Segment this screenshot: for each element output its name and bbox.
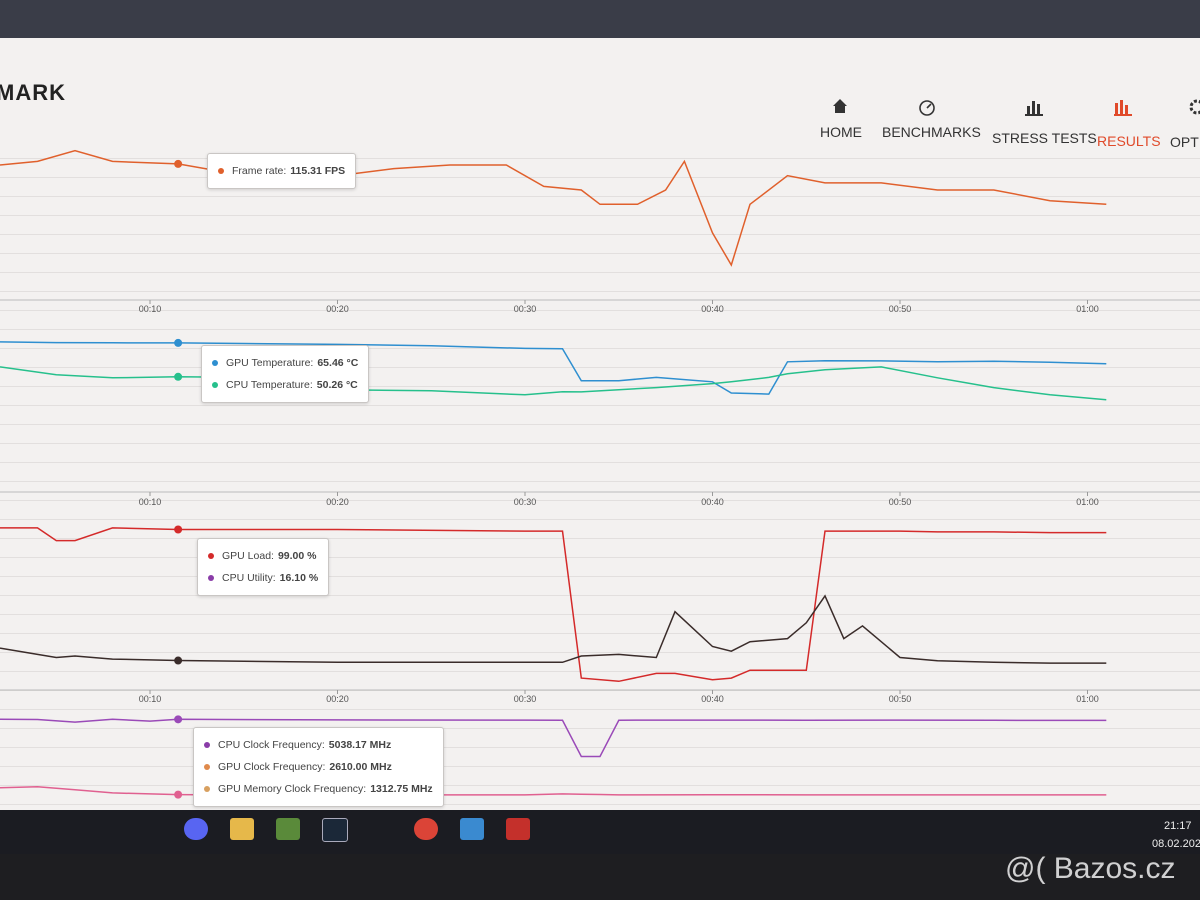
cursor-point: [174, 338, 183, 347]
taskbar: [0, 810, 1200, 854]
tooltip: GPU Temperature: 65.46 °C CPU Temperature:…: [201, 345, 370, 403]
home-icon: [833, 99, 847, 113]
tooltip-value: 5038.17 MHz: [328, 739, 392, 751]
tooltip-dot: [212, 360, 218, 367]
tooltip-value: 50.26 °C: [316, 379, 358, 391]
nav-item[interactable]: HOME: [820, 124, 862, 140]
nav-item[interactable]: RESULTS: [1097, 133, 1161, 149]
x-tick-label: 00:30: [514, 694, 537, 704]
series-line: [0, 527, 1107, 683]
x-tick-label: 00:20: [326, 694, 349, 704]
taskbar-icon[interactable]: [184, 818, 208, 840]
tooltip: Frame rate: 115.31 FPS: [207, 153, 357, 189]
cursor-point: [174, 159, 183, 168]
taskbar-icon[interactable]: [506, 818, 530, 840]
tooltip-label: CPU Temperature:: [226, 379, 313, 391]
series-line: [0, 786, 1107, 796]
x-tick-label: 00:50: [889, 694, 912, 704]
x-tick-label: 00:20: [326, 304, 349, 314]
watermark: @( Bazos.cz: [1005, 852, 1176, 885]
nav-item[interactable]: BENCHMARKS: [882, 124, 981, 140]
taskbar-icon[interactable]: [276, 818, 300, 840]
tooltip-label: GPU Memory Clock Frequency:: [218, 783, 367, 795]
tooltip-dot: [208, 575, 214, 582]
tooltip-dot: [204, 742, 210, 749]
tooltip-row: CPU Utility: 16.10 %: [208, 567, 318, 589]
results-icon: [1114, 100, 1132, 116]
tooltip-row: GPU Load: 99.00 %: [208, 545, 318, 567]
tooltip-label: GPU Clock Frequency:: [218, 761, 326, 773]
x-tick-label: 00:40: [701, 304, 724, 314]
cursor-point: [174, 525, 183, 534]
tooltip-row: GPU Clock Frequency: 2610.00 MHz: [204, 756, 433, 778]
taskbar-icon[interactable]: [230, 818, 254, 840]
tooltip-row: GPU Memory Clock Frequency: 1312.75 MHz: [204, 778, 433, 800]
cursor-point: [174, 656, 183, 665]
clock-date: 08.02.202: [1152, 838, 1200, 850]
tooltip-row: GPU Temperature: 65.46 °C: [212, 352, 358, 374]
series-line: [0, 341, 1107, 395]
tooltip-dot: [204, 786, 210, 793]
stress-tests-icon: [1025, 101, 1043, 116]
tooltip-label: CPU Utility:: [222, 572, 276, 584]
tooltip-dot: [218, 168, 224, 175]
x-tick-label: 00:40: [701, 497, 724, 507]
series-line: [0, 594, 1107, 664]
tooltip: CPU Clock Frequency: 5038.17 MHz GPU Clock…: [193, 727, 444, 807]
tooltip-dot: [208, 553, 214, 560]
plot-background: [0, 140, 1200, 810]
tooltip-value: 16.10 %: [279, 572, 319, 584]
x-tick-label: 00:50: [889, 304, 912, 314]
nav-item[interactable]: STRESS TESTS: [992, 130, 1097, 146]
cursor-point: [174, 715, 183, 724]
tooltip-dot: [212, 382, 218, 389]
tooltip-value: 65.46 °C: [317, 357, 359, 369]
x-tick-label: 00:50: [889, 497, 912, 507]
tooltip: GPU Load: 99.00 % CPU Utility: 16.10 %: [197, 538, 330, 596]
cursor-point: [174, 372, 183, 381]
tooltip-label: Frame rate:: [232, 165, 287, 177]
tooltip-row: CPU Temperature: 50.26 °C: [212, 374, 358, 396]
series-line: [0, 149, 1107, 267]
x-tick-label: 00:10: [139, 304, 162, 314]
nav-item[interactable]: OPTI: [1170, 134, 1200, 150]
series-line: [0, 718, 1107, 758]
x-tick-label: 00:40: [701, 694, 724, 704]
tooltip-value: 1312.75 MHz: [370, 783, 433, 795]
tooltip-label: GPU Load:: [222, 550, 274, 562]
clock-time: 21:17: [1164, 820, 1192, 832]
tooltip-label: CPU Clock Frequency:: [218, 739, 325, 751]
tooltip-value: 115.31 FPS: [290, 165, 346, 177]
charts: 00:10 00:20 00:30 00:40 00:50 01:00 00:10 00:20…: [0, 149, 1200, 799]
cursor-point: [174, 790, 183, 799]
x-tick-label: 01:00: [1076, 304, 1099, 314]
options-icon: [1189, 99, 1200, 115]
taskbar-icon[interactable]: [414, 818, 438, 840]
tooltip-value: 2610.00 MHz: [329, 761, 392, 773]
monitor-bezel: [0, 854, 1200, 900]
x-tick-label: 00:10: [139, 694, 162, 704]
tooltip-dot: [204, 764, 210, 771]
x-tick-label: 00:20: [326, 497, 349, 507]
x-tick-label: 00:30: [514, 304, 537, 314]
x-tick-label: 00:10: [139, 497, 162, 507]
taskbar-icon[interactable]: [322, 818, 348, 842]
x-tick-label: 01:00: [1076, 497, 1099, 507]
x-tick-label: 00:30: [514, 497, 537, 507]
tooltip-label: GPU Temperature:: [226, 357, 314, 369]
tooltip-value: 99.00 %: [277, 550, 317, 562]
logo: MARK: [0, 80, 66, 105]
taskbar-icon[interactable]: [460, 818, 484, 840]
x-tick-label: 01:00: [1076, 694, 1099, 704]
benchmarks-icon: [919, 100, 935, 116]
series-line: [0, 366, 1107, 401]
tooltip-row: CPU Clock Frequency: 5038.17 MHz: [204, 734, 433, 756]
tooltip-row: Frame rate: 115.31 FPS: [218, 160, 345, 182]
